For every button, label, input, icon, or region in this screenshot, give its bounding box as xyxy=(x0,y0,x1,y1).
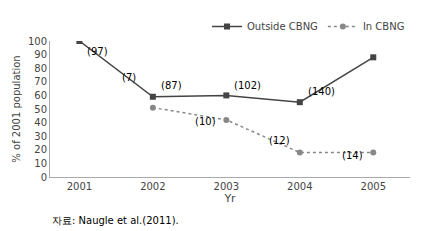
svg-text:2001: 2001 xyxy=(67,181,92,192)
svg-text:30: 30 xyxy=(34,131,47,142)
svg-text:2003: 2003 xyxy=(214,181,239,192)
svg-text:0: 0 xyxy=(41,172,47,183)
svg-text:2005: 2005 xyxy=(361,181,386,192)
svg-text:(102): (102) xyxy=(234,80,261,91)
svg-text:20: 20 xyxy=(34,144,47,155)
svg-text:70: 70 xyxy=(34,76,47,87)
svg-text:(7): (7) xyxy=(122,72,136,83)
svg-text:(12): (12) xyxy=(269,135,290,146)
svg-text:40: 40 xyxy=(34,117,47,128)
svg-text:100: 100 xyxy=(28,36,47,47)
svg-text:Outside CBNG: Outside CBNG xyxy=(247,21,318,32)
svg-text:10: 10 xyxy=(34,158,47,169)
svg-text:자료: Naugle et al.(2011).: 자료: Naugle et al.(2011). xyxy=(52,215,179,226)
svg-text:90: 90 xyxy=(34,49,47,60)
svg-text:60: 60 xyxy=(34,90,47,101)
svg-text:50: 50 xyxy=(34,104,47,115)
svg-text:2002: 2002 xyxy=(140,181,165,192)
svg-text:In CBNG: In CBNG xyxy=(363,21,405,32)
svg-text:2004: 2004 xyxy=(287,181,312,192)
svg-text:(140): (140) xyxy=(308,86,335,97)
svg-text:Yr: Yr xyxy=(223,192,236,205)
svg-text:(10): (10) xyxy=(195,116,216,127)
svg-text:(14): (14) xyxy=(342,150,363,161)
svg-text:(87): (87) xyxy=(161,80,182,91)
svg-text:(97): (97) xyxy=(87,46,108,57)
svg-text:% of 2001 population: % of 2001 population xyxy=(11,55,22,162)
svg-text:80: 80 xyxy=(34,63,47,74)
